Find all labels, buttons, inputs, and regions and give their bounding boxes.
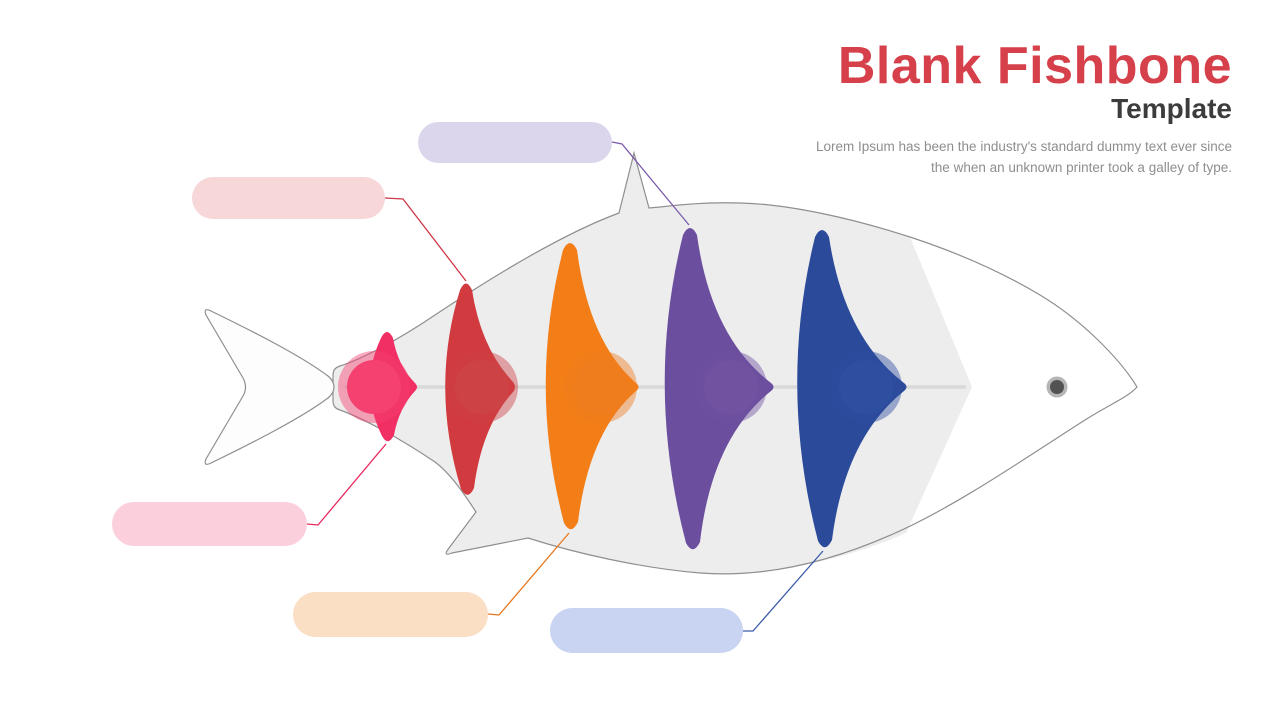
bone-3-node	[574, 360, 628, 414]
fish-outline	[332, 150, 1138, 575]
fish-eye	[1046, 376, 1068, 398]
connector-top-left	[384, 197, 467, 282]
label-bottom-center[interactable]	[293, 592, 488, 637]
label-bottom-right[interactable]	[550, 608, 743, 653]
slide-header: Blank Fishbone Template Lorem Ipsum has …	[816, 40, 1232, 179]
slide-description: Lorem Ipsum has been the industry's stan…	[816, 137, 1232, 179]
bone-1	[338, 332, 417, 442]
label-top-left[interactable]	[192, 177, 385, 219]
description-line-1: Lorem Ipsum has been the industry's stan…	[815, 138, 1232, 154]
slide-title: Blank Fishbone	[837, 37, 1232, 95]
connector-bottom-left	[306, 443, 387, 526]
connector-top-center	[611, 141, 690, 226]
connector-bottom-right	[743, 550, 824, 632]
bone-2	[445, 283, 518, 495]
fish-eye-pupil	[1050, 380, 1064, 394]
bone-5-node	[839, 360, 893, 414]
bone-4	[664, 228, 774, 550]
label-bottom-left[interactable]	[112, 502, 307, 546]
bone-3	[545, 243, 639, 530]
bone-2-node	[455, 360, 509, 414]
connector-bottom-center	[487, 532, 570, 616]
fish-tail	[204, 309, 335, 465]
slide-subtitle: Template	[1111, 93, 1232, 124]
bone-4-node	[704, 360, 758, 414]
description-line-2: the when an unknown printer took a galle…	[931, 159, 1232, 175]
bone-5	[797, 230, 907, 548]
bone-1-node	[347, 360, 401, 414]
label-top-center[interactable]	[418, 122, 612, 163]
